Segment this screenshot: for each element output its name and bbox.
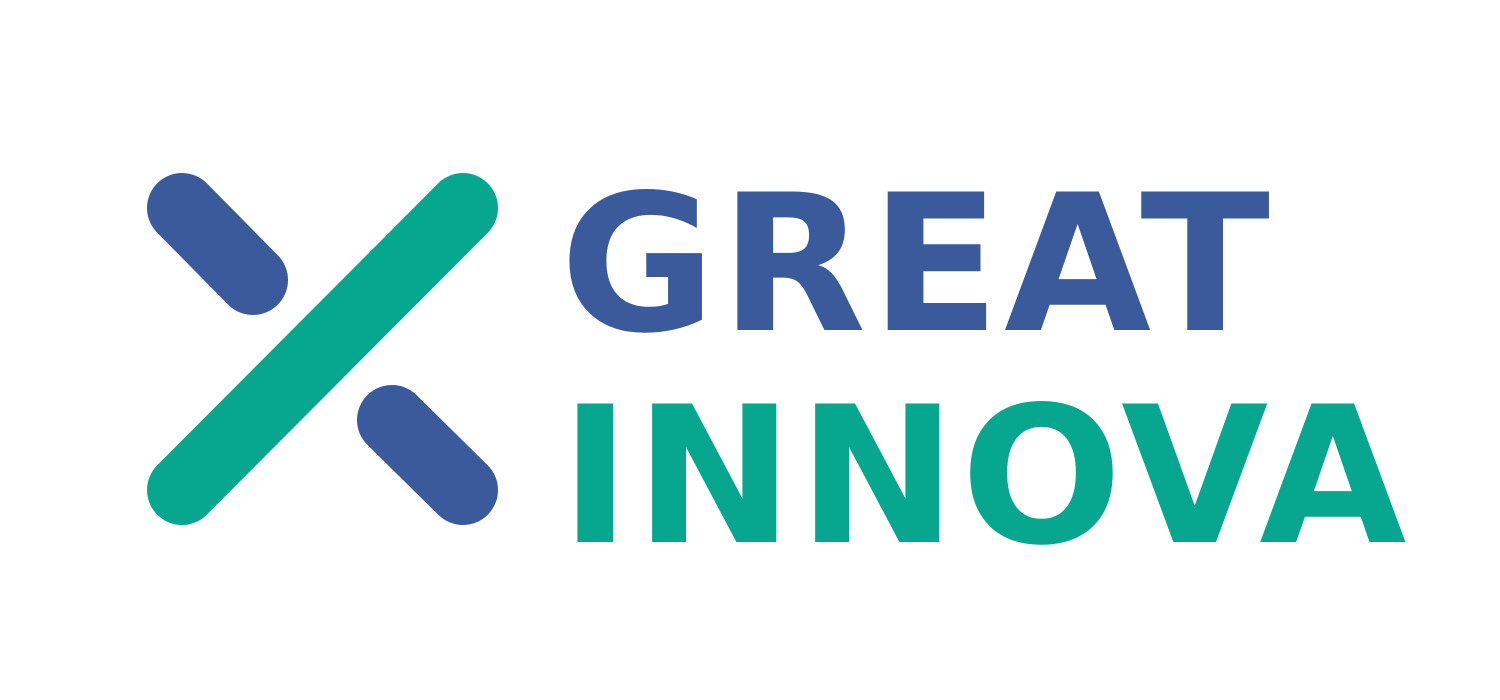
mark-bar-bottom-right [357, 385, 498, 525]
wordmark-innova: INNOVA [560, 366, 1411, 587]
x-cross-mark-icon [147, 173, 498, 525]
wordmark-great: GREAT [560, 154, 1274, 375]
mark-bar-top-left [147, 173, 288, 315]
mark-bar-diagonal [147, 173, 498, 525]
